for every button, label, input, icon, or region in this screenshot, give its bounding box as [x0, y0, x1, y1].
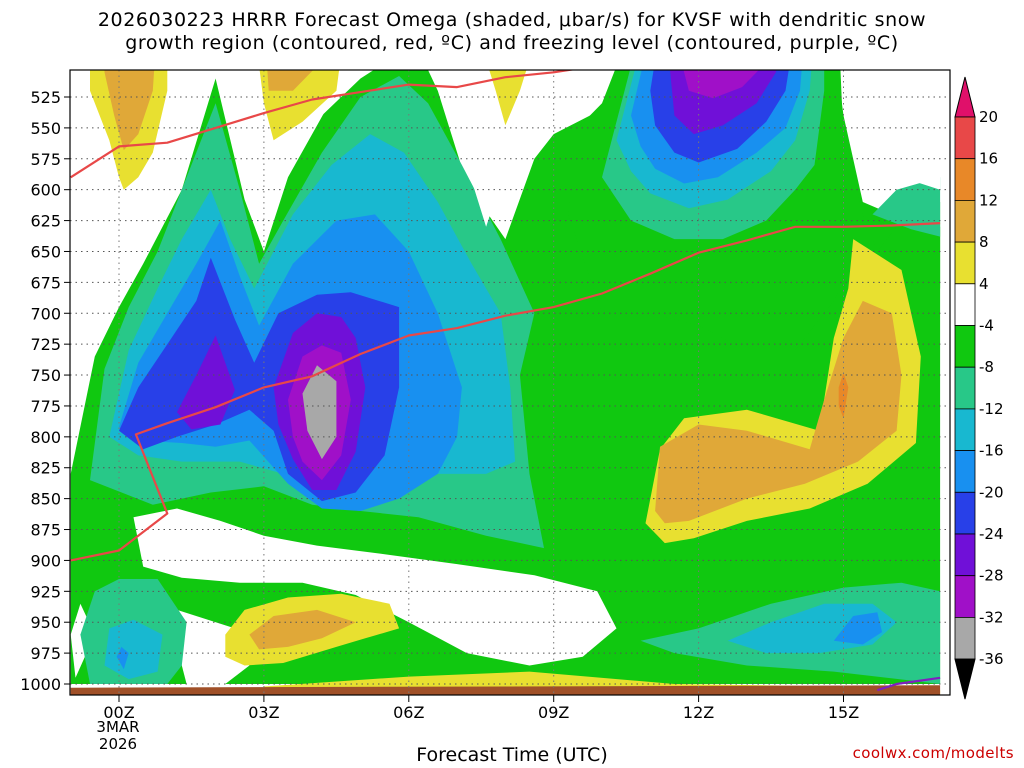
colorbar-label-12: -32: [979, 608, 1004, 626]
y-tick-label-800: 800: [30, 428, 61, 447]
colorbar-bin-3: [954, 241, 976, 285]
y-tick-label-525: 525: [30, 88, 61, 107]
colorbar-label-10: -24: [979, 525, 1004, 543]
omega-region-6: [116, 646, 129, 670]
omega-region-36: [655, 300, 902, 524]
x-axis-label: Forecast Time (UTC): [416, 744, 608, 766]
colorbar-label-5: -4: [979, 317, 994, 335]
y-tick-label-950: 950: [30, 613, 61, 632]
y-tick-label-725: 725: [30, 335, 61, 354]
x-tick-label-12Z: 12Z: [683, 703, 714, 722]
y-tick-label-975: 975: [30, 644, 61, 663]
omega-region-29: [843, 103, 941, 205]
colorbar-label-6: -8: [979, 358, 994, 376]
colorbar-bin-12: [954, 617, 976, 660]
omega-region-34: [489, 70, 527, 126]
colorbar-bin-8: [954, 450, 976, 493]
colorbar-label-1: 16: [979, 150, 998, 168]
colorbar-label-8: -16: [979, 442, 1004, 460]
colorbar-bin-0: [954, 116, 976, 160]
chart-title-line-2: growth region (contoured, red, ºC) and f…: [125, 32, 899, 54]
y-tick-label-675: 675: [30, 273, 61, 292]
colorbar-label-3: 8: [979, 233, 989, 251]
plot-frame: [69, 69, 951, 696]
colorbar-label-7: -12: [979, 400, 1004, 418]
colorbar-label-9: -20: [979, 483, 1004, 501]
y-tick-label-625: 625: [30, 212, 61, 231]
omega-region-24: [683, 70, 759, 99]
colorbar-bin-2: [954, 199, 976, 243]
omega-region-31: [104, 70, 155, 151]
y-tick-label-550: 550: [30, 119, 61, 138]
credit-link[interactable]: coolwx.com/modelts: [852, 744, 1014, 762]
colorbar-bottom-arrow: [954, 658, 976, 700]
x-tick-label-06Z: 06Z: [393, 703, 424, 722]
colorbar-bin-10: [954, 533, 976, 577]
x-tick-label-15Z: 15Z: [828, 703, 859, 722]
colorbar-bin-5: [954, 325, 976, 368]
contour-line-1: [70, 222, 941, 562]
x-tick-label-03Z: 03Z: [248, 703, 279, 722]
colorbar-bin-9: [954, 491, 976, 535]
y-tick-label-925: 925: [30, 582, 61, 601]
colorbar-bin-11: [954, 575, 976, 618]
colorbar-top-arrow: [954, 76, 976, 118]
x-date-label-day: 3MAR: [96, 718, 140, 736]
grid-layer: [70, 70, 950, 695]
y-tick-label-825: 825: [30, 459, 61, 478]
omega-region-25: [872, 177, 941, 237]
omega-region-9: [833, 612, 883, 645]
omega-region-33: [267, 70, 314, 91]
contour-lines-layer: [70, 70, 941, 692]
colorbar-label-2: 12: [979, 191, 998, 209]
time-axis: 00Z 03Z 06Z 09Z 12Z 15Z: [103, 695, 859, 722]
x-tick-label-09Z: 09Z: [538, 703, 569, 722]
colorbar-label-11: -28: [979, 567, 1004, 585]
contour-line-0: [70, 70, 576, 179]
x-tick-label-00Z: 00Z: [103, 703, 134, 722]
y-tick-label-600: 600: [30, 181, 61, 200]
colorbar-label-13: -36: [979, 650, 1004, 668]
y-tick-label-900: 900: [30, 551, 61, 570]
y-tick-label-1000: 1000: [20, 675, 61, 694]
omega-region-1: [133, 508, 617, 666]
y-tick-label-650: 650: [30, 242, 61, 261]
omega-region-17: [302, 365, 337, 460]
pressure-axis: 525 550 575 600 625 650 675 700 725 750 775 800 825 8…: [20, 88, 70, 694]
y-tick-label-850: 850: [30, 490, 61, 509]
x-date-label-year: 2026: [98, 735, 138, 753]
omega-region-28: [441, 70, 576, 227]
colorbar-label-4: 4: [979, 275, 989, 293]
omega-region-39: [249, 609, 356, 650]
y-tick-label-775: 775: [30, 397, 61, 416]
colorbar-bin-1: [954, 158, 976, 201]
y-tick-label-700: 700: [30, 304, 61, 323]
y-tick-label-875: 875: [30, 521, 61, 540]
colorbar-label-0: 20: [979, 108, 998, 126]
y-tick-label-575: 575: [30, 150, 61, 169]
colorbar-bin-6: [954, 366, 976, 410]
chart-title-line-1: 2026030223 HRRR Forecast Omega (shaded, …: [97, 9, 927, 31]
colorbar: 20 16 12 8 4 -4 -8 -12 -16 -20 -24 -28 -32 -36: [954, 76, 1004, 700]
contour-line-2: [876, 676, 941, 692]
y-tick-label-750: 750: [30, 366, 61, 385]
colorbar-bin-7: [954, 408, 976, 451]
omega-region-41: [70, 685, 941, 695]
colorbar-bin-4: [954, 283, 976, 326]
